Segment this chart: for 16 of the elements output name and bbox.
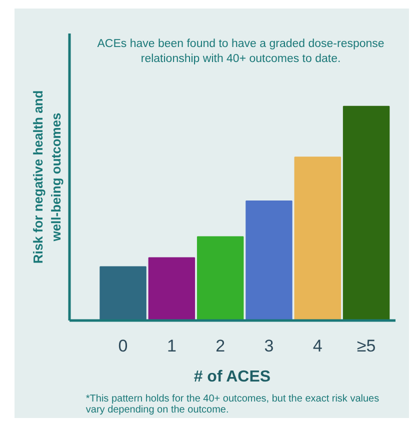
x-axis-title: # of ACES	[194, 368, 271, 386]
x-tick-label: 3	[264, 336, 274, 356]
text: *This pattern holds for the 40+ outcomes, but the exact risk values vary depending on the outcome.	[86, 394, 380, 416]
bar	[148, 257, 196, 320]
bar	[196, 236, 244, 320]
y-axis-title: Risk for negative health and well-being outcomes	[30, 90, 64, 264]
x-tick-label: ≥5	[356, 336, 376, 356]
bar	[294, 156, 342, 320]
x-tick-label: 0	[118, 336, 128, 356]
bar	[342, 106, 390, 320]
chart-title: ACEs have been found to have a graded dose-response relationship with 40+ outcomes to date.	[97, 38, 384, 65]
bar	[246, 200, 292, 320]
bar	[100, 266, 146, 320]
x-tick-label: 4	[312, 336, 322, 356]
x-tick-label: 2	[216, 336, 226, 356]
x-tick-label: 1	[166, 336, 176, 356]
